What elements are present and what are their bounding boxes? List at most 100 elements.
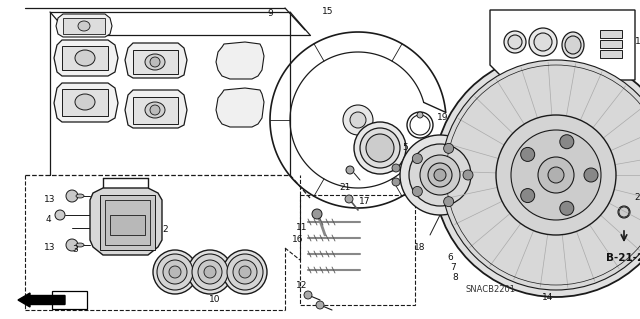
Ellipse shape: [75, 50, 95, 66]
Circle shape: [55, 210, 65, 220]
Text: 2: 2: [162, 226, 168, 234]
Text: 13: 13: [44, 243, 56, 253]
Polygon shape: [216, 42, 264, 79]
Text: 17: 17: [359, 197, 371, 206]
Text: 11: 11: [296, 224, 308, 233]
Ellipse shape: [76, 243, 84, 247]
Circle shape: [463, 170, 473, 180]
Circle shape: [163, 260, 187, 284]
Bar: [600, 30, 622, 38]
Text: 9: 9: [267, 9, 273, 18]
Bar: [300, 195, 415, 305]
Polygon shape: [133, 97, 178, 124]
Circle shape: [153, 250, 197, 294]
Text: 5: 5: [402, 144, 408, 152]
Ellipse shape: [400, 135, 480, 215]
Ellipse shape: [565, 36, 581, 54]
Circle shape: [584, 168, 598, 182]
Circle shape: [538, 157, 574, 193]
Circle shape: [392, 164, 400, 172]
Ellipse shape: [508, 35, 522, 49]
Text: 6: 6: [447, 254, 453, 263]
Ellipse shape: [562, 32, 584, 58]
Circle shape: [511, 130, 601, 220]
Circle shape: [560, 201, 574, 215]
Circle shape: [343, 105, 373, 135]
Circle shape: [223, 250, 267, 294]
Bar: [100, 195, 155, 250]
Polygon shape: [63, 18, 105, 34]
Circle shape: [521, 189, 534, 203]
Circle shape: [417, 112, 423, 118]
Circle shape: [350, 112, 366, 128]
Circle shape: [618, 206, 630, 218]
Text: 7: 7: [450, 263, 456, 272]
Circle shape: [150, 57, 160, 67]
FancyArrow shape: [18, 293, 65, 307]
Circle shape: [198, 260, 222, 284]
Polygon shape: [56, 14, 112, 37]
Ellipse shape: [504, 31, 526, 53]
Circle shape: [227, 254, 263, 290]
Bar: [52, 291, 87, 309]
Text: 14: 14: [542, 293, 554, 301]
Circle shape: [521, 147, 534, 161]
Ellipse shape: [145, 102, 165, 118]
Circle shape: [345, 195, 353, 203]
Circle shape: [346, 166, 354, 174]
Circle shape: [412, 187, 422, 197]
Text: 19: 19: [437, 114, 449, 122]
Circle shape: [169, 266, 181, 278]
Text: SNACB2201: SNACB2201: [465, 286, 515, 294]
Text: 10: 10: [209, 295, 221, 305]
Circle shape: [316, 301, 324, 309]
Polygon shape: [54, 40, 118, 76]
Circle shape: [548, 167, 564, 183]
Text: FR.: FR.: [61, 295, 78, 305]
Polygon shape: [490, 10, 635, 80]
Text: 1: 1: [635, 38, 640, 47]
Circle shape: [192, 254, 228, 290]
Polygon shape: [133, 50, 178, 74]
Ellipse shape: [76, 194, 84, 198]
Polygon shape: [125, 90, 187, 128]
Text: 12: 12: [296, 280, 308, 290]
Circle shape: [444, 143, 454, 153]
Bar: [110, 215, 145, 235]
Polygon shape: [90, 188, 162, 255]
Ellipse shape: [529, 28, 557, 56]
Circle shape: [392, 178, 400, 186]
Ellipse shape: [75, 94, 95, 110]
Polygon shape: [216, 88, 264, 127]
Text: 20: 20: [634, 194, 640, 203]
Circle shape: [304, 291, 312, 299]
Text: 16: 16: [292, 235, 304, 244]
Text: 13: 13: [44, 196, 56, 204]
Ellipse shape: [354, 122, 406, 174]
Ellipse shape: [78, 21, 90, 31]
Polygon shape: [54, 83, 118, 122]
Circle shape: [441, 60, 640, 290]
Ellipse shape: [366, 134, 394, 162]
Text: 4: 4: [45, 216, 51, 225]
Bar: [600, 40, 622, 48]
Polygon shape: [62, 46, 108, 70]
Polygon shape: [125, 43, 187, 78]
Bar: [610, 198, 638, 226]
Circle shape: [496, 115, 616, 235]
Polygon shape: [62, 89, 108, 116]
Circle shape: [239, 266, 251, 278]
Bar: [600, 50, 622, 58]
Circle shape: [157, 254, 193, 290]
Ellipse shape: [434, 169, 446, 181]
Circle shape: [444, 197, 454, 207]
Circle shape: [188, 250, 232, 294]
Circle shape: [412, 153, 422, 164]
Circle shape: [560, 135, 574, 149]
Bar: [105, 200, 150, 245]
Ellipse shape: [534, 33, 552, 51]
Ellipse shape: [360, 128, 400, 168]
Circle shape: [233, 260, 257, 284]
Text: B-21-2: B-21-2: [606, 253, 640, 263]
Ellipse shape: [428, 163, 452, 187]
